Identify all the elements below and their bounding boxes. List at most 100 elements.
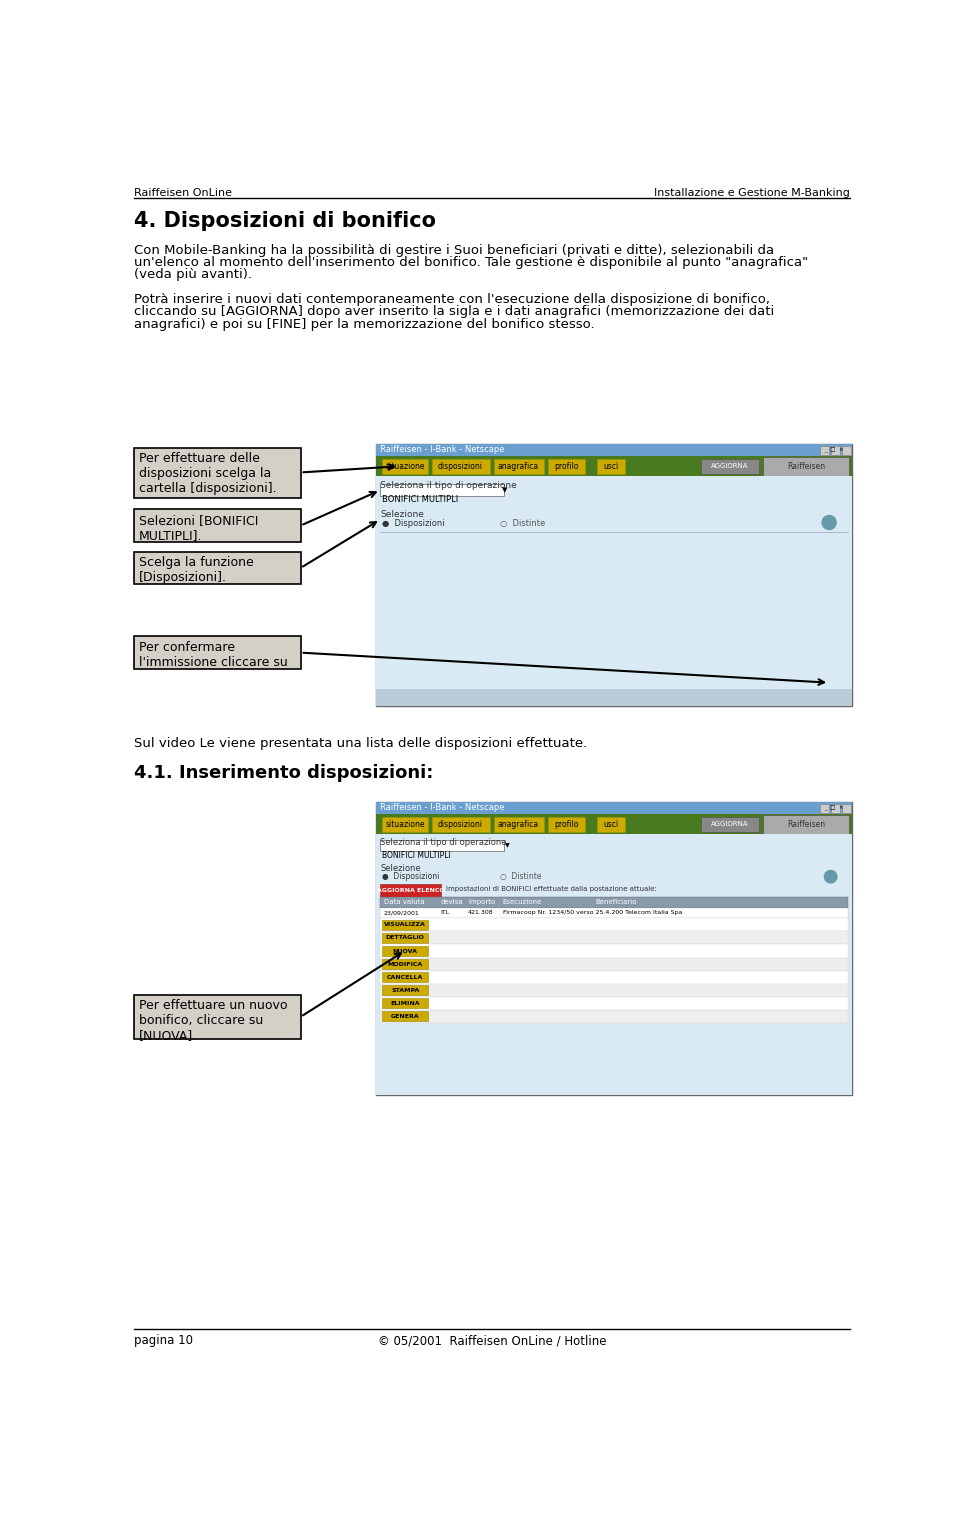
Bar: [596, 458, 625, 474]
Text: ▼: ▼: [502, 487, 508, 493]
Text: BONIFICI MULTIPLI: BONIFICI MULTIPLI: [382, 850, 450, 859]
Text: BONIFICI MULTIPLI: BONIFICI MULTIPLI: [382, 495, 458, 504]
Bar: [380, 918, 848, 932]
Text: © 05/2001  Raiffeisen OnLine / Hotline: © 05/2001 Raiffeisen OnLine / Hotline: [377, 1334, 607, 1346]
Bar: [375, 835, 852, 1094]
Bar: [375, 689, 852, 706]
Text: situazione: situazione: [386, 820, 425, 829]
Text: Raiffeisen: Raiffeisen: [787, 820, 825, 829]
Bar: [432, 458, 490, 474]
Text: Sul video Le viene presentata una lista delle disposizioni effettuate.: Sul video Le viene presentata una lista …: [134, 736, 588, 750]
Text: Esecuzione: Esecuzione: [503, 899, 542, 905]
Bar: [830, 803, 840, 812]
Bar: [382, 1011, 428, 1022]
Text: Selezioni [BONIFICI
MULTIPLI].: Selezioni [BONIFICI MULTIPLI].: [138, 515, 258, 542]
Bar: [380, 839, 504, 852]
Bar: [380, 932, 848, 944]
Text: CANCELLA: CANCELLA: [387, 975, 423, 979]
Bar: [380, 944, 848, 958]
Text: Beneficiario: Beneficiario: [596, 899, 637, 905]
Text: disposizioni: disposizioni: [438, 461, 483, 471]
Text: anagrafica: anagrafica: [498, 461, 539, 471]
Text: 4.1. Inserimento disposizioni:: 4.1. Inserimento disposizioni:: [134, 764, 433, 782]
Text: cliccando su [AGGIORNA] dopo aver inserito la sigla e i dati anagrafici (memoriz: cliccando su [AGGIORNA] dopo aver inseri…: [134, 305, 774, 319]
Text: AGGIORNA: AGGIORNA: [711, 821, 749, 827]
Bar: [380, 908, 848, 918]
Text: Raiffeisen - I-Bank - Netscape: Raiffeisen - I-Bank - Netscape: [379, 445, 504, 454]
Text: 421.308: 421.308: [468, 911, 493, 915]
Bar: [763, 457, 849, 475]
Bar: [380, 958, 848, 970]
Text: ○  Distinte: ○ Distinte: [500, 519, 545, 528]
Bar: [375, 443, 852, 457]
Bar: [842, 445, 851, 455]
Text: anagrafica: anagrafica: [498, 820, 539, 829]
Bar: [701, 817, 759, 832]
Text: _  □  ×: _ □ ×: [825, 448, 844, 452]
Text: Seleziona il tipo di operazione: Seleziona il tipo di operazione: [380, 481, 517, 490]
Text: Selezione: Selezione: [380, 864, 421, 873]
Bar: [375, 802, 852, 1094]
Bar: [380, 984, 848, 997]
Text: 4. Disposizioni di bonifico: 4. Disposizioni di bonifico: [134, 211, 436, 231]
Bar: [382, 920, 428, 931]
Text: AGGIORNA: AGGIORNA: [711, 463, 749, 469]
Bar: [380, 970, 848, 984]
Bar: [830, 445, 840, 455]
Bar: [382, 959, 428, 968]
Bar: [134, 551, 300, 584]
Text: Per effettuare delle
disposizioni scelga la
cartella [disposizioni].: Per effettuare delle disposizioni scelga…: [138, 452, 276, 495]
Text: profilo: profilo: [554, 820, 579, 829]
Circle shape: [822, 515, 837, 530]
Bar: [134, 636, 300, 669]
Bar: [548, 458, 585, 474]
Text: 23/09/2001: 23/09/2001: [383, 911, 420, 915]
Text: Potrà inserire i nuovi dati contemporaneamente con l'esecuzione della disposizio: Potrà inserire i nuovi dati contemporane…: [134, 293, 770, 307]
Bar: [375, 457, 852, 477]
Bar: [380, 897, 848, 908]
Text: Per effettuare un nuovo
bonifico, cliccare su
[NUOVA].: Per effettuare un nuovo bonifico, clicca…: [138, 999, 287, 1043]
Text: STAMPA: STAMPA: [391, 988, 420, 993]
Bar: [842, 803, 851, 812]
Text: ▼: ▼: [505, 844, 510, 849]
Text: importo: importo: [468, 899, 495, 905]
Text: ○  Distinte: ○ Distinte: [500, 871, 541, 880]
Text: Selezione: Selezione: [380, 510, 424, 519]
Bar: [380, 1009, 848, 1023]
Text: un'elenco al momento dell'inserimento del bonifico. Tale gestione è disponibile : un'elenco al momento dell'inserimento de…: [134, 257, 808, 269]
Text: Con Mobile-Banking ha la possibilità di gestire i Suoi beneficiari (privati e di: Con Mobile-Banking ha la possibilità di …: [134, 244, 774, 257]
Bar: [382, 817, 428, 832]
Text: (veda più avanti).: (veda più avanti).: [134, 269, 252, 281]
Bar: [548, 817, 585, 832]
Text: Raiffeisen: Raiffeisen: [787, 461, 825, 471]
Text: devisa: devisa: [441, 899, 464, 905]
Bar: [134, 994, 300, 1040]
Bar: [134, 510, 300, 542]
Bar: [375, 477, 852, 706]
Text: DETTAGLIO: DETTAGLIO: [386, 935, 424, 941]
Text: pagina 10: pagina 10: [134, 1334, 193, 1346]
Bar: [382, 934, 428, 943]
Bar: [382, 458, 428, 474]
Text: VISUALIZZA: VISUALIZZA: [384, 923, 426, 927]
Text: Installazione e Gestione M-Banking: Installazione e Gestione M-Banking: [654, 188, 850, 199]
Bar: [596, 817, 625, 832]
Bar: [382, 999, 428, 1008]
Text: ELIMINA: ELIMINA: [391, 1000, 420, 1006]
Text: uscì: uscì: [603, 461, 618, 471]
Bar: [375, 802, 852, 814]
Bar: [380, 885, 441, 897]
Bar: [493, 817, 544, 832]
Text: Raiffeisen - I-Bank - Netscape: Raiffeisen - I-Bank - Netscape: [379, 803, 504, 812]
Text: Seleziona il tipo di operazione: Seleziona il tipo di operazione: [380, 838, 507, 847]
Text: disposizioni: disposizioni: [438, 820, 483, 829]
Text: ●  Disposizioni: ● Disposizioni: [382, 519, 444, 528]
Text: ●  Disposizioni: ● Disposizioni: [382, 871, 440, 880]
Bar: [763, 815, 849, 833]
Bar: [701, 458, 759, 474]
Text: Per confermare
l'immissione cliccare su: Per confermare l'immissione cliccare su: [138, 641, 287, 669]
Bar: [382, 946, 428, 956]
Text: uscì: uscì: [603, 820, 618, 829]
Text: Data valuta: Data valuta: [383, 899, 424, 905]
Text: Scelga la funzione
[Disposizioni].: Scelga la funzione [Disposizioni].: [138, 557, 253, 584]
